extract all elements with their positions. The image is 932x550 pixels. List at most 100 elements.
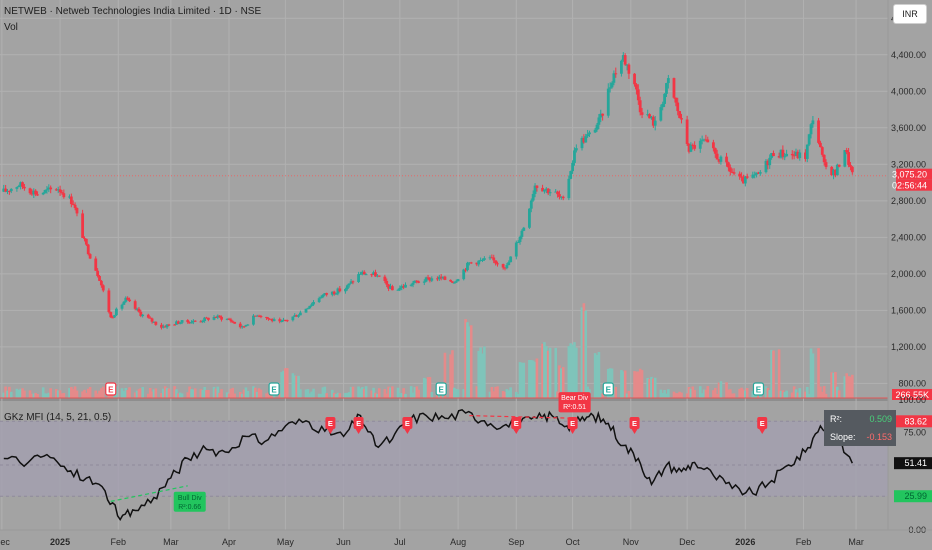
candle-body — [850, 166, 854, 173]
volume-bar — [4, 386, 7, 398]
candle-body — [665, 83, 668, 94]
candle-body — [452, 282, 456, 284]
volume-bar — [693, 390, 696, 398]
pane-separator — [0, 398, 888, 401]
volume-bar — [601, 393, 604, 398]
candle-body — [727, 162, 730, 168]
candle-body — [822, 154, 826, 163]
volume-bar — [152, 389, 156, 398]
candle-body — [199, 321, 203, 323]
volume-bar — [285, 368, 289, 398]
candle-body — [372, 272, 375, 275]
candle-body — [516, 242, 520, 244]
candle-body — [638, 100, 642, 113]
volume-bar — [246, 391, 250, 398]
mfi-flag-pointer — [355, 429, 362, 434]
volume-bar — [257, 388, 261, 398]
candle-body — [214, 317, 218, 319]
candle-body — [845, 150, 849, 153]
volume-bar — [94, 390, 98, 398]
candle-body — [830, 166, 834, 176]
volume-bar — [259, 389, 263, 398]
volume-bar — [351, 386, 355, 398]
volume-bar — [120, 388, 124, 398]
mfi-flag — [757, 417, 768, 429]
volume-bar — [770, 349, 773, 398]
volume-bar — [83, 389, 86, 398]
candle-body — [835, 164, 839, 176]
mfi-flag-label: E — [632, 419, 637, 428]
candle-body — [323, 293, 327, 295]
candle-body — [535, 185, 539, 188]
volume-bar — [23, 390, 26, 398]
volume-bar — [685, 393, 689, 398]
candle-body — [843, 150, 847, 167]
volume-bar — [98, 390, 101, 398]
candle-body — [383, 276, 387, 281]
candle-body — [558, 194, 561, 197]
volume-bar — [633, 371, 636, 398]
volume-bar — [415, 386, 419, 398]
mfi-flag — [325, 417, 336, 429]
volume-bar — [451, 350, 454, 398]
candle-body — [544, 188, 548, 190]
volume-bar — [514, 391, 518, 398]
candle-body — [783, 156, 787, 158]
candle-body — [713, 148, 717, 154]
divergence-r2: R²:0.66 — [178, 504, 201, 511]
volume-bar — [30, 393, 34, 398]
volume-bar — [148, 387, 152, 398]
volume-bar — [218, 392, 221, 398]
candle-body — [719, 156, 723, 162]
candle-body — [518, 236, 522, 243]
candle-body — [462, 269, 466, 280]
indicator-label[interactable]: GKz MFI (14, 5, 21, 0.5) — [4, 412, 112, 423]
volume-bar — [653, 377, 657, 398]
volume-bar — [623, 370, 627, 398]
volume-bar — [479, 347, 482, 398]
candle-body — [554, 191, 558, 193]
candle-body — [193, 320, 197, 322]
volume-bar — [766, 387, 770, 398]
mfi-flag-pointer — [759, 429, 766, 434]
candle-body — [107, 290, 111, 313]
volume-bar — [75, 390, 79, 398]
candle-body — [49, 187, 53, 190]
volume-bar — [135, 390, 139, 398]
candle-body — [295, 315, 299, 317]
candle-body — [488, 257, 492, 259]
volume-bar — [715, 393, 719, 398]
volume-bar — [55, 389, 58, 398]
volume-bar — [713, 387, 717, 398]
candle-body — [109, 312, 113, 318]
volume-bar — [229, 388, 233, 398]
last-price-text: 3,075.20 — [892, 170, 927, 180]
volume-bar — [163, 386, 167, 398]
candle-body — [310, 304, 314, 306]
candle-body — [7, 190, 11, 192]
candle-body — [494, 260, 498, 264]
volume-bar — [175, 389, 178, 398]
volume-bar — [17, 389, 21, 398]
candle-body — [30, 193, 34, 195]
candle-body — [764, 160, 768, 173]
time-tick-label: Feb — [796, 537, 812, 547]
volume-bar — [73, 386, 77, 398]
candle-body — [306, 308, 310, 310]
volume-bar — [785, 390, 788, 398]
volume-bar — [492, 391, 496, 398]
volume-bar — [676, 393, 680, 398]
currency-button[interactable]: INR — [893, 4, 927, 24]
volume-bar — [293, 375, 297, 398]
candle-body — [160, 324, 163, 328]
candle-body — [28, 188, 32, 194]
volume-bar — [719, 381, 723, 398]
volume-bar — [413, 387, 417, 398]
slope-stat: Slope: -0.153 — [824, 428, 896, 446]
candle-body — [620, 60, 623, 74]
volume-bar — [319, 393, 323, 398]
candle-body — [481, 259, 484, 261]
volume-bar — [738, 388, 741, 398]
volume-bar — [817, 348, 820, 398]
